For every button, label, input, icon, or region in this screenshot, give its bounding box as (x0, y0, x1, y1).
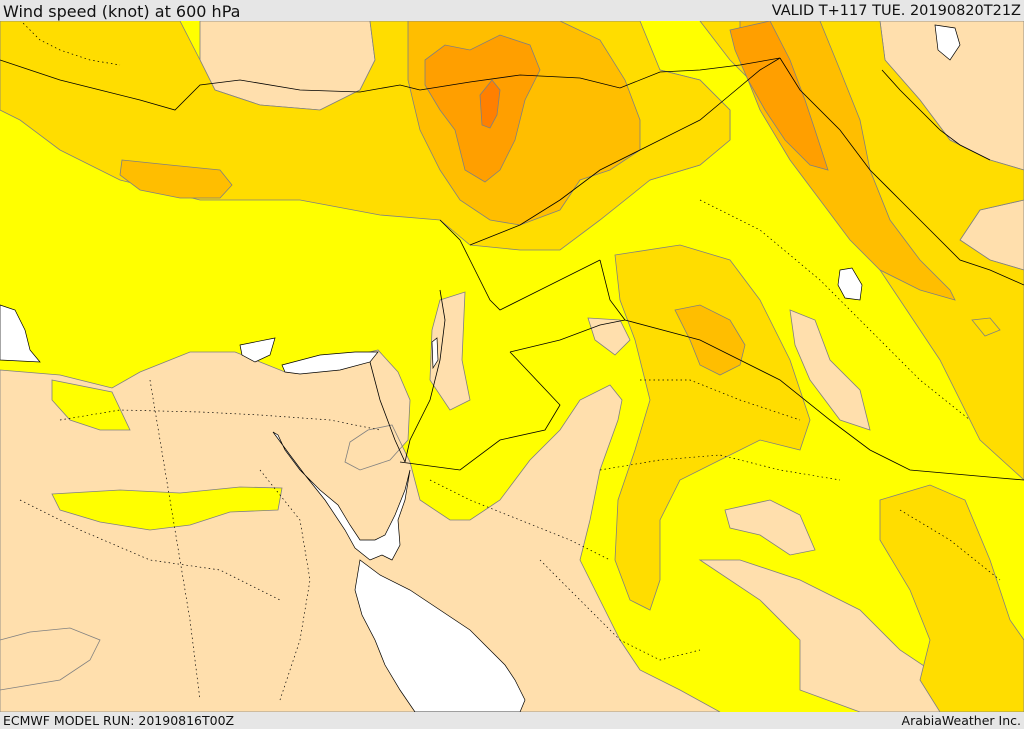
valid-time: VALID T+117 TUE. 20190820T21Z (771, 3, 1021, 19)
band-highest (479, 79, 501, 129)
header-bar: Wind speed (knot) at 600 hPa VALID T+117… (0, 0, 1024, 21)
credit: ArabiaWeather Inc. (901, 713, 1021, 728)
footer-bar: ECMWF MODEL RUN: 20190816T00Z ArabiaWeat… (0, 712, 1024, 729)
water-bodies (0, 24, 961, 712)
model-run: ECMWF MODEL RUN: 20190816T00Z (3, 713, 235, 728)
band-low-inset (51, 379, 283, 531)
province-lines (19, 21, 1001, 701)
borders (0, 57, 1024, 481)
wind-speed-map[interactable] (0, 21, 1024, 712)
map-title: Wind speed (knot) at 600 hPa (3, 2, 241, 21)
